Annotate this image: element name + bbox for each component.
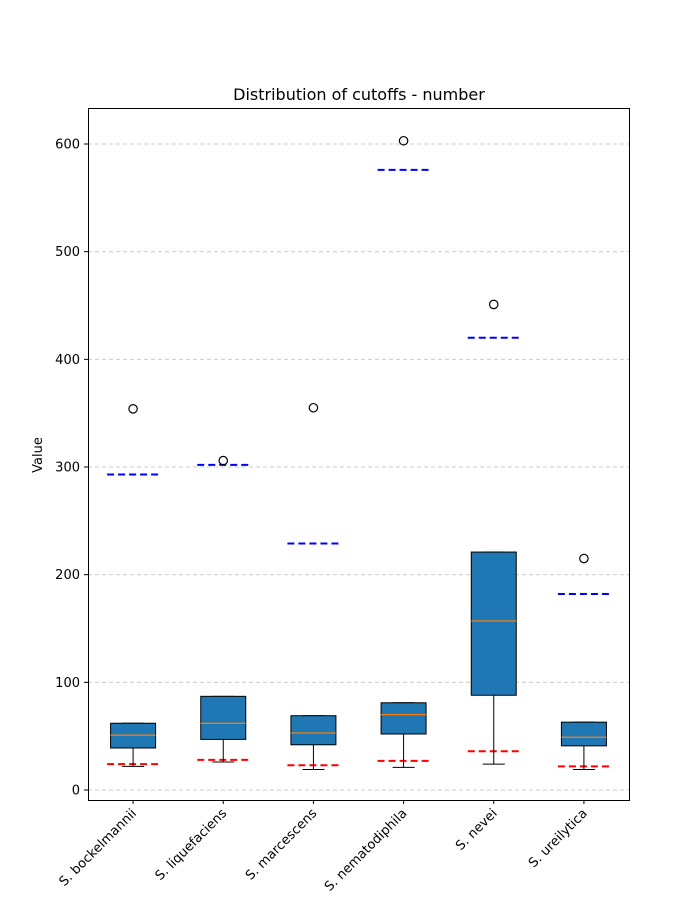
- box-iqr: [560, 721, 607, 747]
- box-iqr: [470, 551, 517, 696]
- y-axis-label: Value: [31, 437, 46, 473]
- x-tick-label: S. nematodiphila: [322, 806, 410, 894]
- chart-title: Distribution of cutoffs - number: [233, 85, 485, 104]
- box-group: [557, 553, 610, 771]
- x-tick-label: S. liquefaciens: [153, 806, 231, 884]
- box-group: [467, 299, 520, 765]
- box-iqr: [290, 715, 337, 746]
- axes: 0 100 200 300 400 500 600 S. bockelmannii S. liq…: [55, 138, 591, 895]
- box-group: [197, 455, 250, 763]
- box-group: [377, 135, 430, 768]
- x-tick-label: S. bockelmannii: [57, 806, 140, 889]
- outlier-point: [218, 455, 229, 466]
- y-tick-label: 100: [55, 676, 80, 691]
- outlier-point: [308, 402, 319, 413]
- y-tick-label: 300: [55, 461, 80, 476]
- y-tick-label: 0: [72, 784, 80, 799]
- y-tick-label: 200: [55, 568, 80, 583]
- outlier-point: [488, 299, 499, 310]
- outlier-point: [579, 553, 589, 564]
- plot-frame: [88, 108, 630, 801]
- y-tick-label: 500: [55, 245, 80, 260]
- box-iqr: [200, 695, 247, 740]
- gridlines: [88, 143, 629, 791]
- x-tick-label: S. nevei: [453, 806, 500, 853]
- box-group: [287, 402, 340, 771]
- y-tick-label: 600: [55, 138, 80, 153]
- x-tick-label: S. marcescens: [243, 806, 320, 883]
- box-iqr: [380, 702, 427, 735]
- box-group: [107, 404, 160, 767]
- outlier-point: [398, 135, 409, 146]
- y-tick-label: 400: [55, 353, 80, 368]
- outlier-point: [128, 404, 138, 414]
- box-plot-marks: [107, 135, 610, 771]
- x-tick-label: S. ureilytica: [526, 806, 591, 871]
